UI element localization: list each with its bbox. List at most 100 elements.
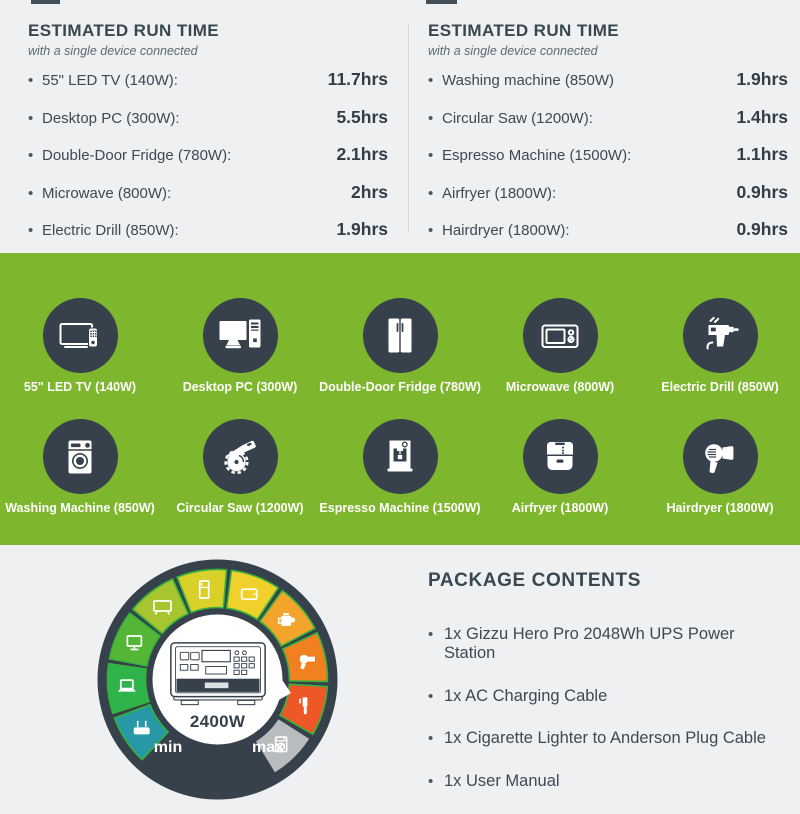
fridge-icon [198, 580, 210, 599]
runtime-subtitle: with a single device connected [428, 44, 598, 58]
runtime-hours-value: 2hrs [351, 181, 388, 202]
runtime-row: • Desktop PC (300W): 5.5hrs [28, 107, 388, 145]
device-label: Espresso Machine (1500W) [319, 501, 481, 515]
device-icons-section: 55" LED TV (140W) Desktop PC (300 [0, 253, 800, 545]
runtime-hours-value: 0.9hrs [736, 181, 788, 202]
runtime-row: • Electric Drill (850W): 1.9hrs [28, 219, 388, 257]
device-circle [42, 419, 118, 494]
device-airfryer: Airfryer (1800W) [480, 419, 640, 515]
gauge-segment-washing-machine [253, 717, 312, 775]
bullet: • [28, 184, 34, 202]
device-row: Washing Machine (850W) Circular Saw (120… [0, 394, 800, 515]
hairdryer-icon [299, 654, 316, 670]
gauge-segment-monitor [108, 612, 162, 667]
runtime-title: ESTIMATED RUN TIME [428, 21, 620, 40]
runtime-row: • Double-Door Fridge (780W): 2.1hrs [28, 144, 388, 182]
runtime-row: • Espresso Machine (1500W): 1.1hrs [428, 144, 788, 182]
tv-icon [59, 322, 98, 348]
runtime-device-label: Airfryer (1800W): [442, 184, 557, 202]
runtime-device-label: Electric Drill (850W): [42, 222, 179, 239]
package-item: 1x AC Charging Cable [428, 687, 790, 706]
gauge-wattage-label: 2400W [189, 712, 246, 731]
device-circle [202, 419, 278, 494]
espresso-machine-icon [387, 440, 413, 471]
top-edge-artifact [426, 0, 457, 4]
runtime-row: • Washing machine (850W) 1.9hrs [428, 69, 788, 107]
laptop-icon [117, 679, 136, 692]
device-label: Double-Door Fridge (780W) [319, 380, 481, 394]
device-label: Circular Saw (1200W) [176, 501, 304, 515]
kettle-icon [277, 613, 295, 626]
device-espresso-machine: Espresso Machine (1500W) [319, 419, 481, 515]
desktop-pc-icon [219, 319, 261, 348]
device-circle [522, 298, 598, 373]
runtime-subtitle: with a single device connected [28, 44, 198, 58]
gauge-segment-chainsaw [278, 683, 329, 736]
runtime-row: • Airfryer (1800W): 0.9hrs [428, 182, 788, 220]
runtime-row: • 55" LED TV (140W): 11.7hrs [28, 69, 388, 107]
tv-icon [153, 600, 172, 615]
package-item: 1x User Manual [428, 772, 790, 791]
gauge-segment-tablet [225, 569, 280, 621]
device-microwave: Microwave (800W) [480, 298, 640, 394]
package-item: 1x Gizzu Hero Pro 2048Wh UPS Power Stati… [428, 625, 790, 663]
fridge-icon [388, 318, 412, 352]
runtime-device-label: Hairdryer (1800W): [442, 222, 570, 239]
chainsaw-icon [299, 697, 308, 715]
device-hairdryer: Hairdryer (1800W) [640, 419, 800, 515]
runtime-row: • Microwave (800W): 2hrs [28, 182, 388, 220]
runtime-row: • Hairdryer (1800W): 0.9hrs [428, 219, 788, 257]
device-circle [682, 298, 758, 373]
device-drill: Electric Drill (850W) [640, 298, 800, 394]
bullet: • [428, 184, 434, 202]
device-circle [682, 419, 758, 494]
runtime-device-label: 55" LED TV (140W): [42, 72, 178, 89]
device-circle [522, 419, 598, 494]
bullet: • [428, 109, 434, 127]
hairdryer-icon [705, 443, 734, 473]
bullet: • [428, 147, 434, 164]
monitor-icon [126, 635, 143, 651]
device-label: 55" LED TV (140W) [23, 380, 137, 394]
runtime-hours-value: 1.9hrs [336, 219, 388, 239]
runtime-hours-value: 1.4hrs [736, 106, 788, 127]
device-label: Microwave (800W) [505, 380, 615, 394]
device-desktop-pc: Desktop PC (300W) [160, 298, 320, 394]
runtime-device-label: Circular Saw (1200W): [442, 109, 593, 127]
device-label: Desktop PC (300W) [182, 380, 298, 394]
gauge-segment-tv [131, 578, 190, 635]
tablet-icon [240, 588, 258, 601]
device-circle [202, 298, 278, 373]
device-row: 55" LED TV (140W) Desktop PC (300 [0, 253, 800, 394]
runtime-device-label: Double-Door Fridge (780W): [42, 147, 232, 164]
column-divider [408, 24, 409, 232]
washing-machine-icon [274, 736, 288, 753]
package-contents-title: PACKAGE CONTENTS [428, 570, 641, 591]
bullet: • [28, 109, 34, 127]
runtime-hours-value: 0.9hrs [736, 219, 788, 239]
power-gauge: 2400W min max [95, 557, 340, 802]
runtime-hours-value: 11.7hrs [327, 69, 388, 89]
microwave-icon [541, 324, 579, 348]
airfryer-icon [547, 441, 573, 470]
runtime-row: • Circular Saw (1200W): 1.4hrs [428, 107, 788, 145]
gauge-segment-fridge [176, 568, 228, 614]
drill-icon [706, 316, 739, 349]
package-item: 1x Cigarette Lighter to Anderson Plug Ca… [428, 729, 790, 748]
runtime-list: • 55" LED TV (140W): 11.7hrs • Desktop PC (… [28, 69, 388, 257]
runtime-title: ESTIMATED RUN TIME [28, 21, 220, 40]
package-contents-list: 1x Gizzu Hero Pro 2048Wh UPS Power Stati… [428, 625, 790, 791]
device-label: Hairdryer (1800W) [666, 501, 774, 515]
gauge-min-label: min [153, 739, 183, 756]
bullet: • [28, 147, 34, 164]
bullet: • [28, 222, 34, 239]
runtime-hours-value: 2.1hrs [336, 144, 388, 164]
bullet: • [428, 72, 434, 89]
bullet: • [28, 72, 34, 89]
device-label: Airfryer (1800W) [511, 501, 609, 515]
circular-saw-icon [224, 440, 256, 474]
bullet: • [428, 222, 434, 239]
runtime-list: • Washing machine (850W) 1.9hrs • Circular … [428, 69, 788, 257]
runtime-panel-right: ESTIMATED RUN TIME with a single device … [428, 0, 788, 257]
runtime-device-label: Microwave (800W): [42, 184, 172, 202]
